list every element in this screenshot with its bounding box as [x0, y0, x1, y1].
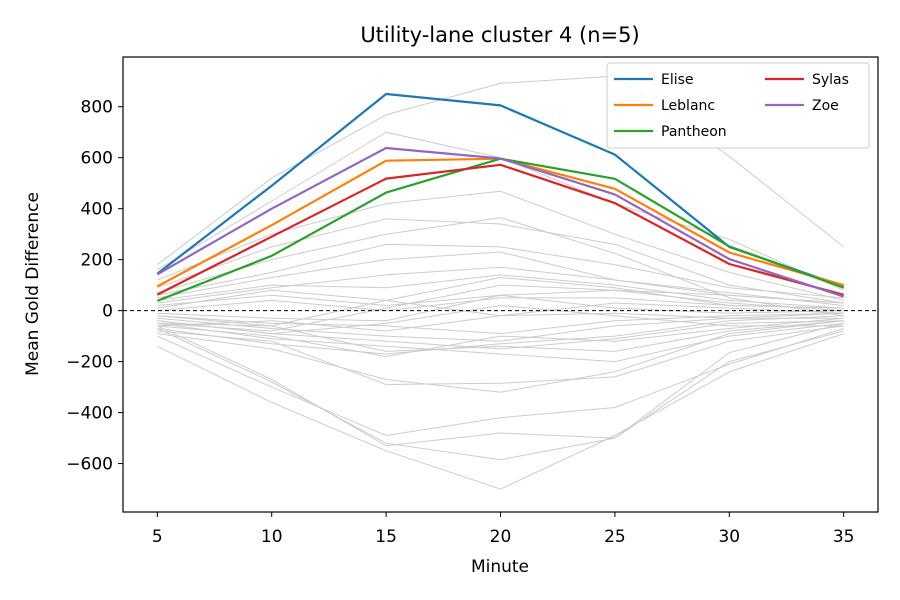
background-line-5	[157, 217, 844, 317]
y-tick-label: 800	[81, 98, 113, 118]
x-tick-label: 5	[152, 527, 163, 547]
background-line-23	[157, 325, 844, 386]
series-line-zoe	[156, 146, 845, 298]
legend-label-leblanc: Leblanc	[661, 98, 715, 114]
y-tick-label: 400	[81, 200, 113, 220]
background-line-19	[157, 322, 844, 363]
x-tick-label: 35	[833, 527, 855, 547]
background-line-22	[157, 312, 844, 332]
x-tick-label: 10	[261, 527, 283, 547]
background-line-6	[157, 243, 844, 299]
background-line-28	[157, 328, 844, 461]
legend-box	[606, 62, 870, 149]
legend: Elise Leblanc Pantheon Sylas Zoe	[606, 62, 870, 149]
y-tick-label: −200	[66, 353, 113, 373]
background-line-8	[157, 274, 844, 309]
background-line-21	[157, 304, 844, 335]
y-tick-label: 200	[81, 251, 113, 271]
chart-title: Utility-lane cluster 4 (n=5)	[360, 23, 639, 47]
background-line-14	[157, 312, 844, 335]
background-line-13	[157, 294, 844, 322]
x-tick-label: 20	[490, 527, 512, 547]
background-line-9	[157, 266, 844, 306]
background-line-24	[157, 320, 844, 393]
x-axis-title: Minute	[471, 557, 529, 577]
background-line-20	[157, 315, 844, 355]
background-line-30	[157, 276, 844, 327]
x-tick-label: 30	[718, 527, 740, 547]
legend-label-pantheon: Pantheon	[661, 124, 727, 140]
y-tick-label: 600	[81, 149, 113, 169]
y-axis-title: Mean Gold Difference	[23, 192, 43, 376]
background-line-26	[157, 322, 844, 447]
y-tick-label: −600	[66, 455, 113, 475]
background-line-29	[157, 284, 844, 332]
background-line-3	[157, 190, 844, 301]
background-line-18	[157, 317, 844, 358]
background-line-27	[157, 333, 844, 490]
x-tick-label: 15	[375, 527, 397, 547]
background-line-1	[156, 75, 845, 266]
legend-label-elise: Elise	[661, 72, 694, 88]
background-line-4	[157, 218, 844, 304]
series-lines	[156, 92, 845, 302]
y-tick-label: 0	[102, 302, 113, 322]
series-line-sylas	[156, 163, 844, 296]
legend-label-sylas: Sylas	[812, 72, 849, 88]
background-lines	[156, 75, 845, 490]
legend-label-zoe: Zoe	[812, 98, 839, 114]
x-axis-ticks: 5 10 15 20 25 30 35	[152, 512, 855, 547]
y-axis-ticks: −600 −400 −200 0 200 400 600 800	[66, 98, 123, 475]
background-line-25	[157, 328, 844, 437]
y-tick-label: −400	[66, 404, 113, 424]
x-tick-label: 25	[604, 527, 626, 547]
